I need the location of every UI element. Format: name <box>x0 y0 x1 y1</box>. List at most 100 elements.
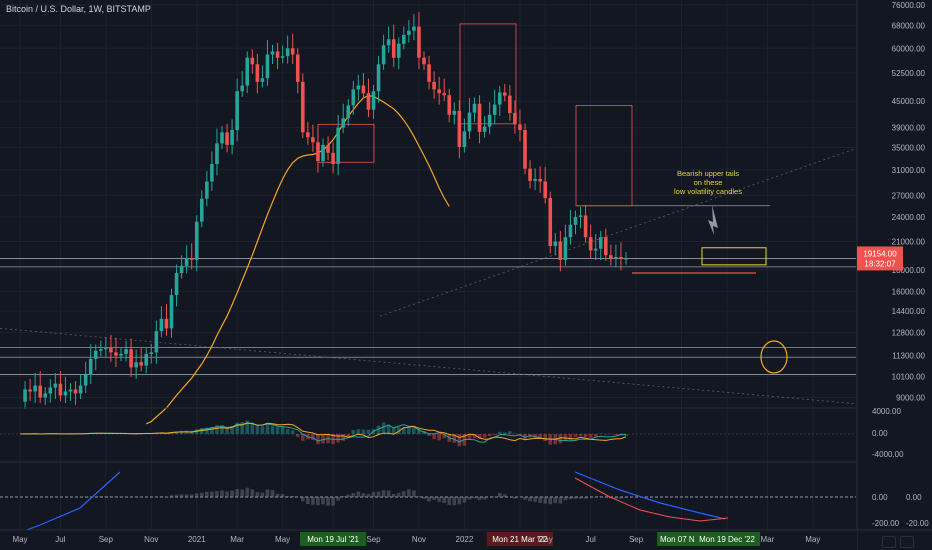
candle-body <box>619 257 623 259</box>
histogram-bar <box>290 430 295 434</box>
histogram-bar <box>245 487 250 497</box>
candle-body <box>538 178 542 182</box>
time-tick-label: Mon 21 Mar '22 <box>492 535 548 544</box>
histogram-bar <box>578 497 583 499</box>
histogram-bar <box>326 497 330 506</box>
histogram-bar <box>503 494 507 497</box>
candle-body <box>194 221 199 260</box>
candle-body <box>48 387 53 394</box>
histogram-bar <box>528 497 532 502</box>
histogram-bar <box>356 429 361 434</box>
histogram-bar <box>593 434 598 437</box>
histogram-bar <box>396 492 401 497</box>
histogram-bar <box>598 496 603 497</box>
candle-body <box>33 385 37 392</box>
histogram-bar <box>614 497 618 499</box>
candle-body <box>230 129 234 145</box>
candle-body <box>422 57 426 65</box>
indicator-2-tick-label: 0.00 <box>872 493 888 502</box>
histogram-bar <box>321 497 325 505</box>
time-axis[interactable]: May Jul Sep Nov 2021 Mar May Mon 19 Jul '21 Sep N… <box>0 529 932 550</box>
candle-body <box>129 349 133 368</box>
price-axis[interactable]: 76000.00 68000.00 60000.00 52500.00 45000.00… <box>856 0 932 550</box>
indicator-2-tick-label: -200.00 <box>872 519 900 528</box>
histogram-bar <box>472 497 477 499</box>
candle-body <box>376 64 381 92</box>
macd-line <box>19 422 627 443</box>
histogram-bar <box>290 496 295 497</box>
histogram-bar <box>311 434 315 440</box>
histogram-bar <box>210 426 214 434</box>
histogram-bar <box>230 425 234 434</box>
histogram-bar <box>331 497 335 506</box>
candle-body <box>134 362 138 368</box>
indicator-line-blue <box>574 471 726 520</box>
histogram-bar <box>563 497 568 501</box>
candle-body <box>109 347 113 353</box>
time-axis-bg <box>0 530 857 550</box>
time-tick-label: Mon 19 Jul '21 <box>307 535 359 544</box>
time-tick-label: May <box>12 535 27 544</box>
candle-body <box>518 124 522 130</box>
settings-button[interactable] <box>882 536 896 548</box>
histogram-bar <box>624 497 628 498</box>
price-tick-label: 31000.00 <box>892 166 926 175</box>
chart-title: Bitcoin / U.S. Dollar, 1W, BITSTAMP <box>6 4 151 14</box>
histogram-bar <box>285 496 290 497</box>
histogram-bar <box>255 492 260 497</box>
candle-body <box>124 349 128 354</box>
candle-body <box>447 95 452 115</box>
histogram-bar <box>376 425 381 434</box>
histogram-bar <box>99 496 103 497</box>
candle-body <box>53 383 58 388</box>
histogram-bar <box>417 496 421 497</box>
histogram-bar <box>523 497 527 500</box>
candle-body <box>452 110 457 115</box>
histogram-bar <box>402 427 406 434</box>
candle-body <box>412 26 416 31</box>
current-price-tag <box>857 246 903 271</box>
candle-body <box>240 85 244 92</box>
candle-body <box>558 241 563 260</box>
histogram-bar <box>432 434 436 440</box>
candle-body <box>174 272 179 296</box>
yellow-box <box>701 247 767 266</box>
candle-body <box>275 51 280 58</box>
candle-body <box>301 81 305 133</box>
histogram-bar <box>422 497 426 499</box>
histogram-bar <box>88 496 93 497</box>
candle-body <box>38 385 42 398</box>
histogram-bar <box>341 496 345 497</box>
histogram-bar <box>427 434 431 436</box>
candle-body <box>210 163 214 182</box>
histogram-bar <box>270 490 275 497</box>
candle-body <box>93 350 98 359</box>
histogram-bar <box>93 496 98 497</box>
candle-body <box>119 353 123 356</box>
auto-scale-button[interactable] <box>900 536 914 548</box>
histogram-bar <box>189 494 194 497</box>
candle-body <box>457 110 462 147</box>
candle-body <box>316 142 320 162</box>
histogram-bar <box>386 490 391 497</box>
time-tick-label: 2021 <box>188 535 206 544</box>
histogram-bar <box>230 490 234 497</box>
histogram-bar <box>452 434 457 443</box>
histogram-bar <box>543 497 547 504</box>
price-tick-label: 11300.00 <box>892 352 925 361</box>
candle-body <box>624 258 628 260</box>
histogram-bar <box>402 491 406 497</box>
histogram-bar <box>119 496 123 497</box>
histogram-bar <box>316 497 320 506</box>
histogram-bar <box>583 497 588 499</box>
histogram-bar <box>558 497 563 504</box>
histogram-bar <box>583 434 588 438</box>
candle-body <box>164 318 169 329</box>
candle-body <box>442 93 446 96</box>
candle-body <box>205 181 209 199</box>
histogram-bar <box>265 489 270 497</box>
histogram-bar <box>573 497 578 499</box>
histogram-bar <box>482 434 487 438</box>
histogram-bar <box>624 434 628 436</box>
